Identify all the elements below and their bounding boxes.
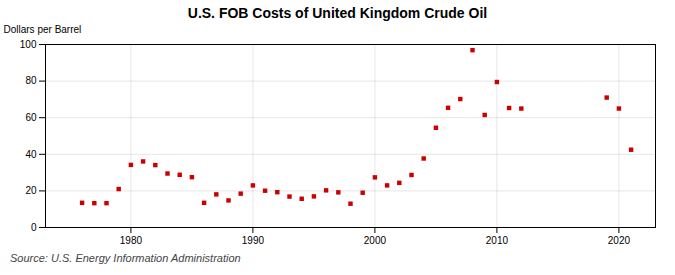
svg-text:2010: 2010: [486, 235, 509, 246]
svg-text:40: 40: [25, 149, 37, 160]
svg-text:Dollars per Barrel: Dollars per Barrel: [4, 24, 82, 35]
svg-text:2000: 2000: [364, 235, 387, 246]
svg-text:80: 80: [25, 75, 37, 86]
html-text:Source: U.S. Energy Informatio: Source: U.S. Energy Information Administ…: [10, 252, 241, 264]
svg-text:20: 20: [25, 185, 37, 196]
svg-text:1980: 1980: [120, 235, 143, 246]
html-text:U.S. FOB Costs of United Kingd: U.S. FOB Costs of United Kingdom Crude O…: [187, 5, 488, 21]
svg-text:60: 60: [25, 112, 37, 123]
svg-text:1990: 1990: [242, 235, 265, 246]
svg-text:100: 100: [20, 39, 37, 50]
svg-text:2020: 2020: [608, 235, 631, 246]
svg-text:0: 0: [31, 222, 37, 233]
